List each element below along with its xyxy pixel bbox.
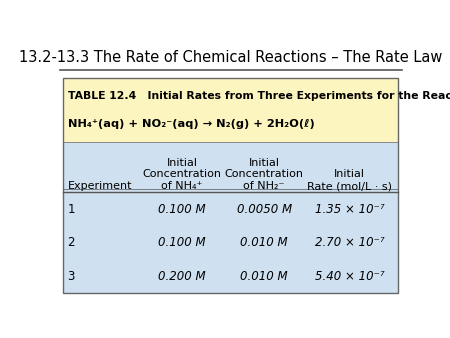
Text: 5.40 × 10⁻⁷: 5.40 × 10⁻⁷ [315,270,384,283]
Text: 13.2-13.3 The Rate of Chemical Reactions – The Rate Law: 13.2-13.3 The Rate of Chemical Reactions… [19,50,442,65]
FancyBboxPatch shape [63,78,398,142]
Text: 0.010 M: 0.010 M [240,270,288,283]
Text: Experiment: Experiment [68,181,132,191]
Text: 1.35 × 10⁻⁷: 1.35 × 10⁻⁷ [315,202,384,216]
Text: Initial
Concentration
of NH₄⁺: Initial Concentration of NH₄⁺ [143,158,221,191]
Text: TABLE 12.4   Initial Rates from Three Experiments for the Reaction: TABLE 12.4 Initial Rates from Three Expe… [68,91,450,101]
Text: 3: 3 [68,270,75,283]
FancyBboxPatch shape [63,142,398,293]
Text: 2: 2 [68,236,75,249]
Text: 0.200 M: 0.200 M [158,270,206,283]
Text: NH₄⁺(aq) + NO₂⁻(aq) → N₂(g) + 2H₂O(ℓ): NH₄⁺(aq) + NO₂⁻(aq) → N₂(g) + 2H₂O(ℓ) [68,119,315,129]
Text: Initial
Concentration
of NH₂⁻: Initial Concentration of NH₂⁻ [225,158,304,191]
Text: 0.100 M: 0.100 M [158,236,206,249]
Text: Initial
Rate (mol/L · s): Initial Rate (mol/L · s) [307,169,392,191]
Text: 0.100 M: 0.100 M [158,202,206,216]
Text: 0.010 M: 0.010 M [240,236,288,249]
Text: 1: 1 [68,202,75,216]
Text: 2.70 × 10⁻⁷: 2.70 × 10⁻⁷ [315,236,384,249]
Text: 0.0050 M: 0.0050 M [237,202,292,216]
